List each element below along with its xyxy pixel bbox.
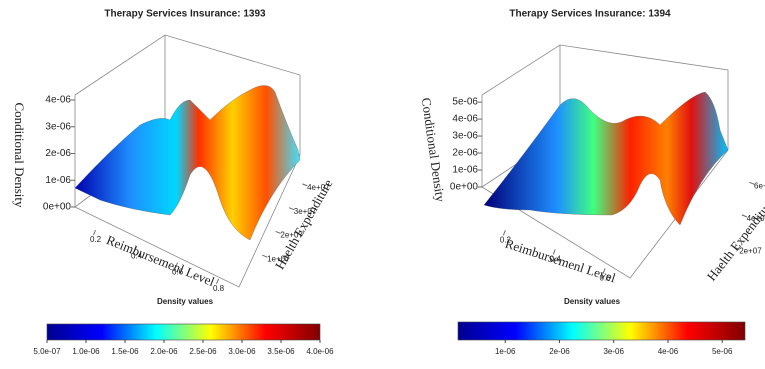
x-tick-label: 0.2 bbox=[90, 235, 102, 244]
y-axis-label: Haelth Expenditure bbox=[272, 176, 336, 272]
x-axis-label: Reimbursemenl Level bbox=[503, 236, 618, 286]
z-tick-label: 5e-06 bbox=[452, 97, 478, 108]
y-tick bbox=[734, 246, 740, 250]
surface bbox=[74, 85, 301, 241]
y-tick-label: 3e+07 bbox=[294, 207, 317, 216]
colorbar-tick-label: 3.5e-06 bbox=[267, 347, 295, 356]
x-tick bbox=[93, 229, 96, 236]
x-tick-label: 0.6 bbox=[172, 268, 184, 277]
z-tick-label: 3e-06 bbox=[452, 131, 478, 142]
colorbar bbox=[46, 323, 321, 341]
y-tick-label: 4e+07 bbox=[747, 214, 765, 223]
x-tick bbox=[552, 249, 556, 255]
colorbar-label: Density values bbox=[564, 297, 621, 306]
x-tick bbox=[602, 268, 606, 274]
y-tick-label: 6e+07 bbox=[754, 181, 765, 190]
y-tick bbox=[275, 230, 281, 234]
x-tick-label: 0.6 bbox=[600, 274, 612, 283]
y-tick bbox=[302, 183, 308, 187]
y-tick-label: 1e+07 bbox=[267, 254, 290, 263]
colorbar-tick-label: 3e-06 bbox=[603, 347, 624, 356]
y-tick-label: 2e+07 bbox=[280, 231, 303, 240]
z-tick-label: 4e-06 bbox=[452, 114, 478, 125]
colorbar-tick-label: 1e-06 bbox=[495, 347, 516, 356]
colorbar-tick-label: 4e-06 bbox=[658, 347, 679, 356]
colorbar-tick-label: 1.5e-06 bbox=[111, 347, 139, 356]
x-axis-label: Reimbursemenl Level bbox=[104, 232, 217, 289]
colorbar-tick-label: 4.0e-06 bbox=[306, 347, 334, 356]
x-tick-label: 0.2 bbox=[500, 235, 512, 244]
colorbar-tick-label: 5e-06 bbox=[712, 347, 733, 356]
z-tick-label: 0e+00 bbox=[450, 182, 479, 193]
y-tick bbox=[288, 207, 295, 211]
z-axis-label: Conditional Density bbox=[12, 102, 27, 208]
z-axis-label: Conditional Density bbox=[419, 97, 449, 204]
y-axis-label: Haelth Expenditure bbox=[704, 194, 765, 283]
z-tick-label: 2e-06 bbox=[452, 148, 478, 159]
z-tick-label: 3e-06 bbox=[45, 121, 71, 132]
x-tick-label: 0.8 bbox=[213, 284, 225, 293]
x-tick bbox=[175, 262, 178, 268]
x-tick bbox=[134, 246, 137, 252]
chart-title: Therapy Services Insurance: 1394 bbox=[509, 9, 671, 20]
x-tick bbox=[216, 278, 219, 285]
colorbar-tick-label: 2.0e-06 bbox=[150, 347, 178, 356]
x-tick-label: 0.4 bbox=[131, 251, 143, 260]
z-tick-label: 4e-06 bbox=[45, 95, 71, 106]
colorbar-tick-label: 2e-06 bbox=[549, 347, 570, 356]
chart-title: Therapy Services Insurance: 1393 bbox=[104, 9, 266, 20]
y-tick-label: 4e+07 bbox=[307, 183, 330, 192]
x-tick bbox=[502, 230, 506, 236]
z-tick-label: 2e-06 bbox=[45, 148, 71, 159]
colorbar-tick-label: 3.0e-06 bbox=[228, 347, 256, 356]
y-tick-label: 2e+07 bbox=[739, 247, 762, 256]
y-tick bbox=[262, 254, 268, 258]
y-tick bbox=[749, 181, 755, 185]
z-tick-label: 0e+00 bbox=[43, 202, 72, 213]
colorbar bbox=[457, 321, 746, 341]
colorbar-label: Density values bbox=[157, 297, 214, 306]
z-tick-label: 1e-06 bbox=[45, 175, 71, 186]
colorbar-tick-label: 2.5e-06 bbox=[189, 347, 217, 356]
y-tick bbox=[741, 214, 748, 218]
surface bbox=[483, 91, 729, 226]
colorbar-tick-label: 1.0e-06 bbox=[72, 347, 100, 356]
colorbar-tick-label: 5.0e-07 bbox=[33, 347, 61, 356]
x-tick-label: 0.4 bbox=[550, 254, 562, 263]
z-tick-label: 1e-06 bbox=[452, 165, 478, 176]
